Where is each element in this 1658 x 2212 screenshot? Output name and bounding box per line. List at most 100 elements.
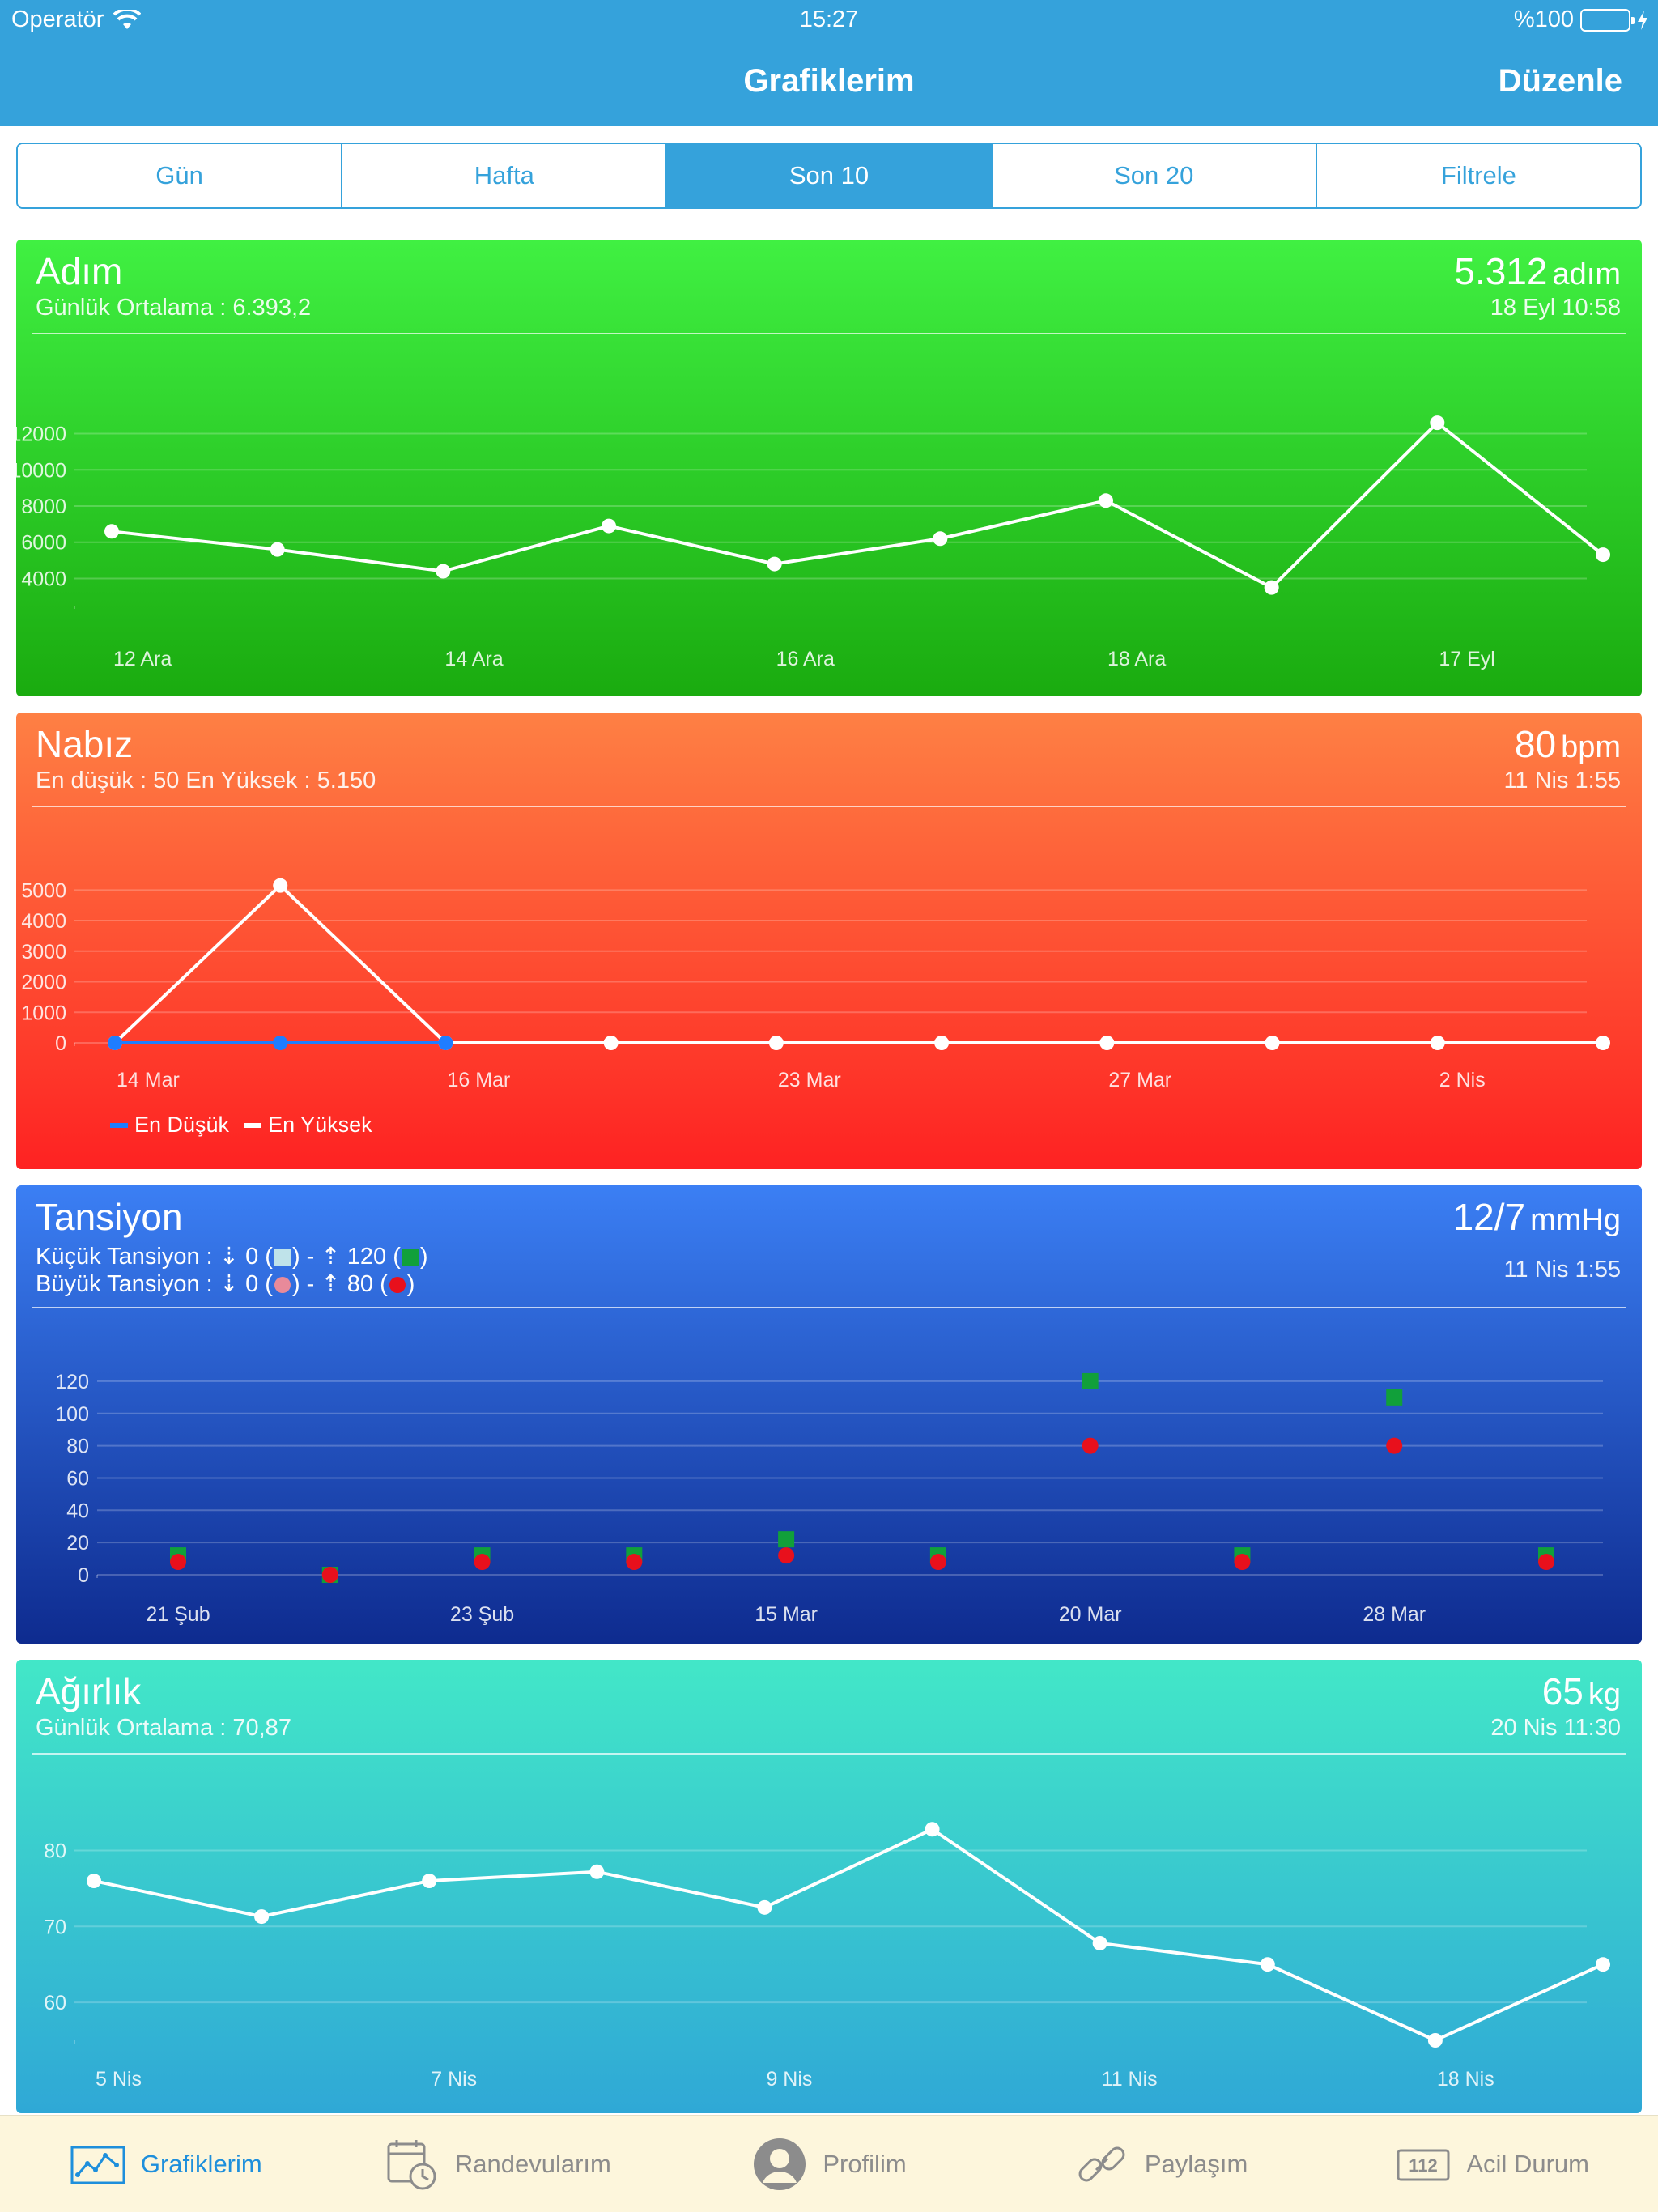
segment-last-10[interactable]: Son 10 xyxy=(667,144,993,207)
carrier-label: Operatör xyxy=(11,6,104,32)
y-tick-label: 0 xyxy=(55,1032,66,1055)
data-point xyxy=(768,1036,784,1050)
series-line xyxy=(113,883,1603,1044)
y-tick-label: 12000 xyxy=(16,423,66,446)
tab-charts[interactable]: Grafiklerim xyxy=(0,2116,332,2212)
data-point xyxy=(757,1899,772,1915)
data-point xyxy=(436,564,451,579)
x-tick-label: 28 Mar xyxy=(1363,1603,1426,1626)
x-tick-label: 23 Şub xyxy=(450,1603,514,1626)
x-tick-label: 21 Şub xyxy=(146,1603,210,1626)
diastolic-point xyxy=(474,1554,491,1571)
card-divider xyxy=(32,1753,1626,1755)
tab-profile[interactable]: Profilim xyxy=(663,2116,995,2212)
y-tick-label: 120 xyxy=(55,1371,89,1393)
x-tick-label: 18 Ara xyxy=(1107,648,1166,670)
pulse-card[interactable]: 0 1000 2000 3000 4000 5000 14 Mar 16 Mar 23 Mar 2… xyxy=(16,713,1642,1169)
y-tick-label: 80 xyxy=(44,1840,66,1863)
diastolic-point xyxy=(1386,1437,1403,1454)
edit-button[interactable]: Düzenle xyxy=(1498,63,1622,99)
blood-pressure-card[interactable]: 0 20 40 60 80 100 120 21 Şub 23 Şub 15 Mar 20 Mar 2… xyxy=(16,1185,1642,1644)
y-tick-label: 40 xyxy=(66,1499,89,1522)
data-point xyxy=(933,531,948,547)
legend-label: En Yüksek xyxy=(268,1112,372,1137)
x-tick-label: 14 Mar xyxy=(117,1069,180,1091)
card-title: Adım xyxy=(36,250,123,292)
calendar-clock-icon xyxy=(387,2140,436,2190)
tab-label: Profilim xyxy=(823,2150,907,2178)
weight-chart: 60 70 80 5 Nis 7 Nis 9 Nis 11 Nis 18 Nis xyxy=(44,1822,1610,2091)
data-point xyxy=(1430,1036,1445,1050)
x-tick-label: 23 Mar xyxy=(778,1069,841,1091)
segment-week[interactable]: Hafta xyxy=(342,144,668,207)
y-tick-label: 4000 xyxy=(21,910,66,933)
x-tick-label: 17 Eyl xyxy=(1439,648,1494,670)
data-point xyxy=(603,1036,619,1050)
max-marker xyxy=(402,1249,419,1266)
range-text: ) xyxy=(419,1244,428,1270)
step-card[interactable]: 4000 6000 8000 10000 12000 12 Ara 14 Ara 16 Ara… xyxy=(16,240,1642,696)
x-tick-label: 20 Mar xyxy=(1059,1603,1122,1626)
value-unit: bpm xyxy=(1561,730,1621,764)
y-tick-label: 10000 xyxy=(16,459,66,482)
y-tick-label: 3000 xyxy=(21,941,66,963)
legend-label: En Düşük xyxy=(134,1112,230,1137)
card-value: 65 kg xyxy=(1542,1670,1621,1713)
tab-share[interactable]: Paylaşım xyxy=(995,2116,1327,2212)
wifi-icon xyxy=(113,9,142,29)
data-point xyxy=(1264,580,1279,595)
data-point xyxy=(273,878,288,893)
data-point xyxy=(1430,415,1445,431)
series-line xyxy=(111,420,1605,590)
blood-pressure-chart: 0 20 40 60 80 100 120 21 Şub 23 Şub 15 Mar 20 Mar 2… xyxy=(55,1371,1603,1626)
x-tick-label: 15 Mar xyxy=(755,1603,818,1626)
y-tick-label: 100 xyxy=(55,1403,89,1426)
diastolic-point xyxy=(626,1554,643,1571)
data-point xyxy=(1265,1036,1280,1050)
range-text: Küçük Tansiyon : ⇣ 0 ( xyxy=(36,1244,273,1270)
card-date: 11 Nis 1:55 xyxy=(1503,1257,1621,1283)
data-point xyxy=(87,1874,101,1889)
weight-card[interactable]: 60 70 80 5 Nis 7 Nis 9 Nis 11 Nis 18 Nis Ağırlı… xyxy=(16,1660,1642,2113)
card-title: Ağırlık xyxy=(36,1670,142,1712)
card-value: 5.312 adım xyxy=(1454,249,1621,293)
data-point xyxy=(589,1864,605,1879)
link-icon xyxy=(1078,2146,1125,2182)
diastolic-point xyxy=(778,1547,795,1564)
value-unit: kg xyxy=(1588,1678,1621,1712)
systolic-point xyxy=(1386,1389,1403,1406)
diastolic-point xyxy=(1082,1437,1099,1454)
y-tick-label: 80 xyxy=(66,1436,89,1458)
x-tick-label: 5 Nis xyxy=(96,2068,142,2091)
x-tick-label: 16 Mar xyxy=(447,1069,510,1091)
card-subtitle: Günlük Ortalama : 70,87 xyxy=(36,1715,291,1741)
min-marker xyxy=(274,1277,291,1293)
range-text: ) xyxy=(406,1271,415,1297)
diastolic-point xyxy=(1538,1554,1554,1571)
data-point xyxy=(438,1036,453,1050)
card-divider xyxy=(32,1307,1626,1308)
y-tick-label: 2000 xyxy=(21,972,66,994)
card-divider xyxy=(32,333,1626,334)
status-bar: Operatör 15:27 %100 xyxy=(0,0,1658,42)
range-text: ) - ⇡ 120 ( xyxy=(291,1244,401,1270)
card-date: 20 Nis 11:30 xyxy=(1490,1715,1621,1741)
page-title: Grafiklerim xyxy=(743,63,915,99)
card-value: 12/7 mmHg xyxy=(1453,1195,1621,1239)
step-chart: 4000 6000 8000 10000 12000 12 Ara 14 Ara 16 Ara… xyxy=(16,415,1610,670)
y-tick-label: 60 xyxy=(66,1467,89,1490)
y-tick-label: 6000 xyxy=(21,532,66,555)
x-tick-label: 18 Nis xyxy=(1437,2068,1494,2091)
data-point xyxy=(1092,1935,1107,1950)
x-tick-label: 16 Ara xyxy=(776,648,835,670)
tab-emergency[interactable]: 112 Acil Durum xyxy=(1326,2116,1658,2212)
period-segmented-control: Gün Hafta Son 10 Son 20 Filtrele xyxy=(16,143,1642,209)
data-point xyxy=(270,542,285,557)
systolic-point xyxy=(778,1531,795,1548)
card-value: 80 bpm xyxy=(1515,722,1621,766)
segment-filter[interactable]: Filtrele xyxy=(1316,144,1640,207)
tab-appointments[interactable]: Randevularım xyxy=(332,2116,664,2212)
segment-day[interactable]: Gün xyxy=(18,144,343,207)
segment-last-20[interactable]: Son 20 xyxy=(992,144,1317,207)
card-subtitle: En düşük : 50 En Yüksek : 5.150 xyxy=(36,768,376,793)
